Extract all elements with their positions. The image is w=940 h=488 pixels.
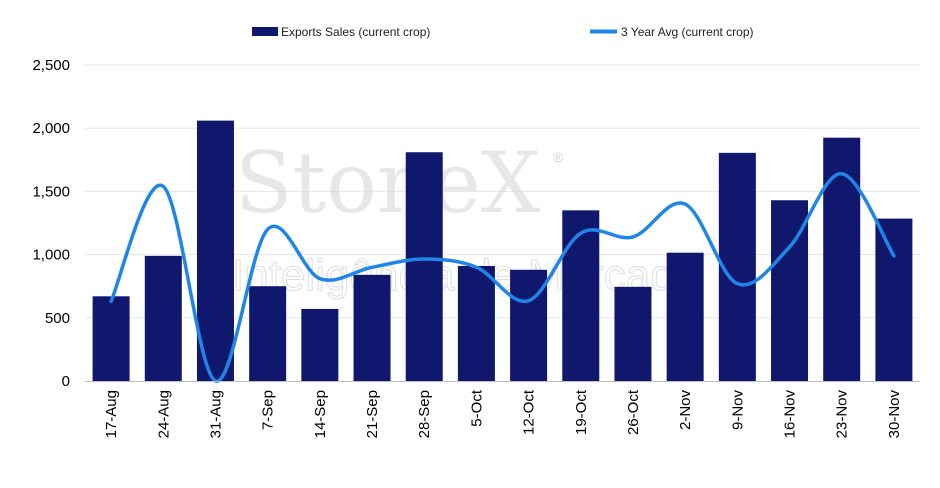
bar-series: [92, 120, 913, 381]
bar-14-Sep: [301, 308, 339, 381]
x-tick-label: 9-Nov: [729, 390, 746, 431]
legend: Exports Sales (current crop) 3 Year Avg …: [252, 25, 754, 39]
bar-23-Nov: [823, 137, 861, 381]
bar-31-Aug: [196, 120, 234, 381]
bar-26-Oct: [614, 286, 652, 381]
x-tick-label: 30-Nov: [886, 390, 903, 439]
x-tick-label: 2-Nov: [677, 390, 694, 431]
bar-24-Aug: [144, 255, 182, 381]
y-tick-label: 2,500: [32, 57, 70, 74]
bar-28-Sep: [405, 152, 443, 381]
x-tick-label: 14-Sep: [312, 390, 329, 438]
x-tick-label: 26-Oct: [625, 389, 642, 435]
line-3-year-avg: [109, 171, 896, 383]
y-tick-label: 500: [45, 310, 70, 327]
bar-21-Sep: [353, 274, 391, 381]
watermark-brand: StoneX: [235, 134, 541, 232]
y-axis: 0 500 1,000 1,500 2,000 2,500: [32, 57, 70, 390]
bar-9-Nov: [718, 152, 756, 381]
x-axis: 17-Aug 24-Aug 31-Aug 7-Sep 14-Sep 21-Sep 28-Se…: [85, 381, 920, 439]
y-tick-label: 1,000: [32, 247, 70, 264]
line-series: [109, 171, 896, 383]
x-tick-label: 16-Nov: [782, 390, 799, 439]
bar-17-Aug: [92, 296, 130, 381]
x-tick-label: 24-Aug: [155, 390, 172, 438]
bar-30-Nov: [875, 218, 913, 381]
y-tick-label: 0: [62, 373, 70, 390]
x-tick-label: 23-Nov: [834, 390, 851, 439]
watermark-trademark: ®: [553, 149, 564, 165]
x-tick-label: 17-Aug: [103, 390, 120, 438]
legend-label-exports: Exports Sales (current crop): [281, 25, 430, 39]
x-tick-label: 19-Oct: [573, 389, 590, 435]
bar-19-Oct: [562, 210, 600, 381]
bar-7-Sep: [249, 286, 287, 381]
legend-label-avg: 3 Year Avg (current crop): [621, 25, 754, 39]
legend-swatch-exports: [252, 27, 278, 36]
y-tick-label: 2,000: [32, 120, 70, 137]
x-tick-label: 28-Sep: [416, 390, 433, 438]
x-tick-label: 31-Aug: [207, 390, 224, 438]
x-tick-label: 7-Sep: [260, 390, 277, 430]
y-tick-label: 1,500: [32, 183, 70, 200]
bar-5-Oct: [457, 265, 495, 381]
x-tick-label: 12-Oct: [521, 389, 538, 435]
x-tick-label: 21-Sep: [364, 390, 381, 438]
x-tick-label: 5-Oct: [468, 389, 485, 427]
bar-2-Nov: [666, 252, 704, 381]
